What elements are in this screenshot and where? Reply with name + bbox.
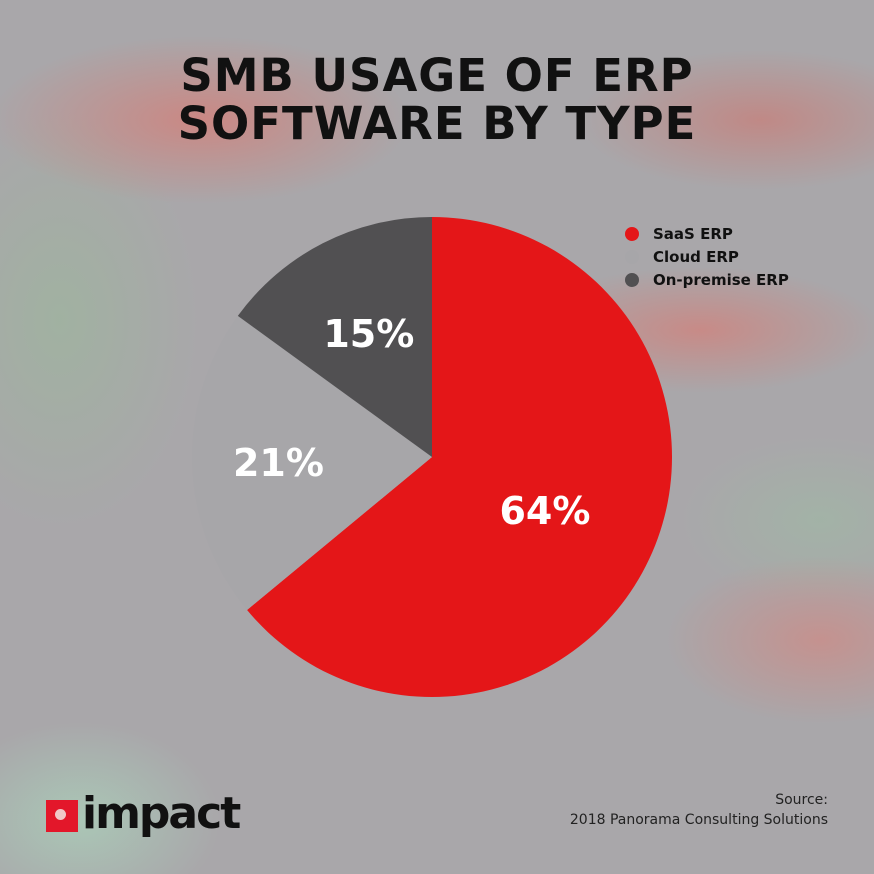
pie-slice-onpremise	[237, 217, 432, 457]
legend-item-cloud: Cloud ERP	[625, 245, 789, 268]
source-label: Source:	[775, 792, 828, 808]
logo-text: impact	[82, 788, 241, 839]
legend: SaaS ERP Cloud ERP On-premise ERP	[625, 222, 789, 291]
pie-slice-cloud	[192, 315, 432, 610]
data-label-saas: 64%	[499, 489, 590, 533]
source-text: 2018 Panorama Consulting Solutions	[569, 812, 828, 828]
legend-item-onpremise: On-premise ERP	[625, 268, 789, 291]
title-line-1: SMB USAGE OF ERP	[180, 49, 694, 102]
logo-mark-icon	[46, 800, 78, 832]
legend-label: On-premise ERP	[653, 270, 789, 289]
legend-label: SaaS ERP	[653, 224, 733, 243]
pie-slice-saas	[247, 217, 673, 698]
legend-label: Cloud ERP	[653, 247, 739, 266]
impact-logo: impact	[46, 788, 241, 839]
legend-swatch	[625, 226, 639, 241]
legend-swatch	[625, 272, 639, 287]
chart-title: SMB USAGE OF ERP SOFTWARE BY TYPE	[0, 52, 874, 148]
legend-item-saas: SaaS ERP	[625, 222, 789, 245]
legend-swatch	[625, 249, 639, 264]
title-line-2: SOFTWARE BY TYPE	[177, 97, 697, 150]
data-label-onpremise: 15%	[323, 312, 414, 356]
source-note: Source: 2018 Panorama Consulting Solutio…	[570, 790, 828, 830]
data-label-cloud: 21%	[233, 441, 324, 485]
